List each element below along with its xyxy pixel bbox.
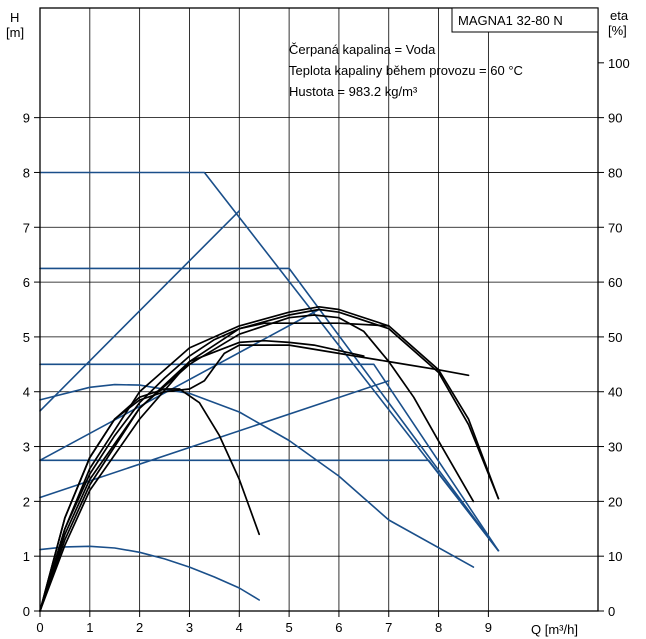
x-tick-label: 8 [435, 620, 442, 635]
right-y-tick-label: 70 [608, 220, 622, 235]
x-tick-label: 7 [385, 620, 392, 635]
head-curve [39, 210, 241, 412]
x-tick-label: 5 [285, 620, 292, 635]
head-curve [39, 363, 500, 552]
right-y-tick-label: 100 [608, 56, 630, 71]
head-curve [39, 171, 500, 552]
left-y-tick-label: 2 [23, 494, 30, 509]
title-box [451, 7, 599, 33]
right-y-tick-label: 20 [608, 494, 622, 509]
efficiency-curve [39, 308, 500, 612]
efficiency-curve [39, 322, 390, 612]
right-axis-unit: [%] [608, 23, 627, 38]
head-curve [39, 545, 261, 601]
right-y-tick-label: 50 [608, 330, 622, 345]
head-curve [39, 383, 475, 568]
left-y-tick-label: 7 [23, 220, 30, 235]
annotation-density: Hustota = 983.2 kg/m³ [289, 84, 418, 99]
right-axis-label: eta [610, 8, 629, 23]
annotation-temperature: Teplota kapaliny během provozu = 60 °C [289, 63, 523, 78]
efficiency-curve [39, 305, 500, 612]
x-tick-label: 0 [36, 620, 43, 635]
right-y-tick-label: 0 [608, 604, 615, 619]
x-tick-label: 3 [186, 620, 193, 635]
left-y-tick-label: 0 [23, 604, 30, 619]
left-y-tick-label: 9 [23, 111, 30, 126]
left-y-tick-label: 3 [23, 440, 30, 455]
right-y-tick-label: 30 [608, 440, 622, 455]
right-y-tick-label: 60 [608, 275, 622, 290]
x-tick-label: 4 [236, 620, 243, 635]
right-y-tick-label: 90 [608, 111, 622, 126]
efficiency-curve [39, 339, 365, 612]
efficiency-curve [39, 314, 475, 612]
x-tick-label: 6 [335, 620, 342, 635]
right-y-tick-label: 80 [608, 165, 622, 180]
right-y-tick-label: 40 [608, 385, 622, 400]
x-tick-label: 2 [136, 620, 143, 635]
head-curve [39, 459, 500, 552]
x-axis-label: Q [m³/h] [531, 622, 578, 637]
grid-lines [40, 8, 598, 611]
head-curve [39, 267, 500, 552]
x-tick-label: 9 [485, 620, 492, 635]
left-y-tick-label: 1 [23, 549, 30, 564]
plot-frame [39, 7, 599, 612]
axis-ticks: 0 1 2 3 4 5 6 7 8 9012345678901020304050607080901… [23, 56, 630, 635]
curve-layer [39, 171, 500, 612]
chart-title: MAGNA1 32-80 N [458, 13, 563, 28]
efficiency-curve [39, 344, 470, 612]
left-y-tick-label: 8 [23, 165, 30, 180]
left-y-tick-label: 6 [23, 275, 30, 290]
left-y-tick-label: 5 [23, 330, 30, 345]
head-curve [39, 308, 320, 462]
x-tick-label: 1 [86, 620, 93, 635]
right-y-tick-label: 10 [608, 549, 622, 564]
left-y-tick-label: 4 [23, 385, 30, 400]
left-axis-label: H [10, 10, 19, 25]
annotation-fluid: Čerpaná kapalina = Voda [289, 42, 436, 57]
left-axis-unit: [m] [6, 25, 24, 40]
